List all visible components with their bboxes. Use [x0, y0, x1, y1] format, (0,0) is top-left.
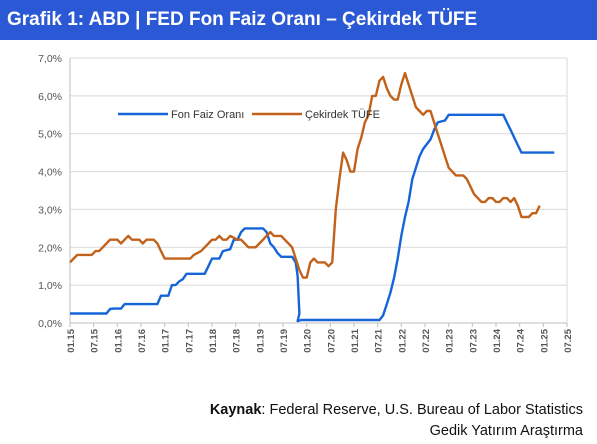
series-line-core-cpi [69, 71, 541, 279]
x-tick-label: 01.17 [161, 329, 172, 353]
x-tick-label: 07.22 [421, 329, 432, 353]
chart-area: 0,0% 1,0% 2,0% 3,0% 4,0% 5,0% 6,0% 7,0% 01.15 07.… [6, 44, 591, 390]
source-block: Kaynak: Federal Reserve, U.S. Bureau of … [210, 400, 583, 442]
x-tick-label: 07.24 [516, 328, 527, 352]
x-tick-label: 01.23 [445, 329, 456, 353]
x-tick-label: 07.17 [184, 329, 195, 353]
x-tick-label: 01.20 [303, 329, 314, 353]
y-tick-label: 0,0% [38, 318, 62, 330]
y-tick-label: 4,0% [38, 167, 62, 179]
chart-title-bar: Grafik 1: ABD | FED Fon Faiz Oranı – Çek… [0, 0, 597, 40]
legend-label-core-cpi: Çekirdek TÜFE [305, 109, 380, 121]
source-label: Kaynak [209, 402, 262, 418]
y-tick-label: 5,0% [38, 129, 62, 141]
x-tick-label: 07.25 [563, 328, 574, 352]
x-tick-label: 07.15 [90, 328, 101, 352]
x-tick-label: 07.20 [326, 329, 337, 353]
x-tick-label: 07.23 [468, 329, 479, 353]
x-tick-label: 01.25 [539, 328, 550, 352]
y-tick-label: 7,0% [38, 53, 62, 65]
x-tick-label: 01.18 [208, 329, 219, 353]
x-tick-label: 07.21 [374, 328, 385, 352]
x-tick-label: 01.19 [255, 329, 266, 353]
x-tick-label: 01.16 [113, 329, 124, 353]
source-line: Kaynak: Federal Reserve, U.S. Bureau of … [210, 400, 583, 421]
x-tick-label: 01.15 [66, 328, 77, 352]
y-tick-label: 1,0% [38, 280, 62, 292]
series-line-fed-funds [70, 113, 555, 323]
credit-line: Gedik Yatırım Araştırma [429, 423, 583, 439]
y-tick-label: 3,0% [38, 204, 62, 216]
y-tick-label: 2,0% [38, 242, 62, 254]
x-tick-label: 01.22 [397, 329, 408, 353]
x-tick-label: 07.19 [279, 329, 290, 353]
source-text: : Federal Reserve, U.S. Bureau of Labor … [261, 402, 583, 418]
legend-label-fed-funds: Fon Faiz Oranı [171, 109, 244, 121]
x-tick-label: 01.24 [492, 328, 503, 352]
page-title: Grafik 1: ABD | FED Fon Faiz Oranı – Çek… [7, 9, 478, 30]
x-tick-label: 07.18 [232, 329, 243, 353]
y-tick-label: 6,0% [38, 91, 62, 103]
x-tick-label: 07.16 [137, 329, 148, 353]
line-chart: 0,0% 1,0% 2,0% 3,0% 4,0% 5,0% 6,0% 7,0% 01.15 07.… [38, 53, 574, 353]
x-tick-label: 01.21 [350, 328, 361, 352]
